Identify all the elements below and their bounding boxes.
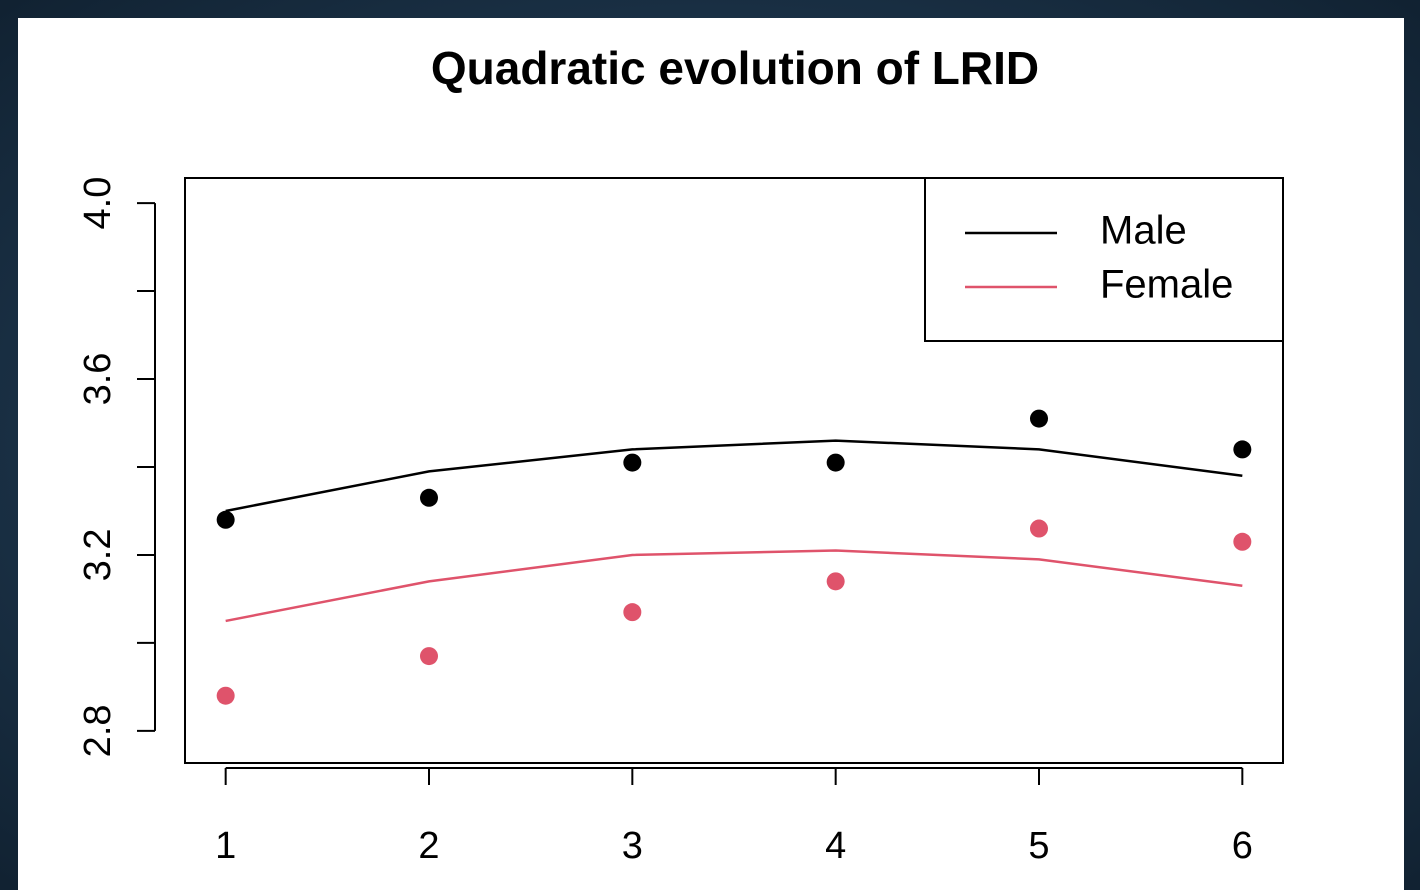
point bbox=[623, 603, 642, 622]
y-tick-label: 4.0 bbox=[77, 177, 119, 230]
legend-box bbox=[924, 177, 1284, 342]
fit-line bbox=[225, 439, 1243, 513]
point bbox=[1030, 519, 1048, 538]
point bbox=[1030, 409, 1048, 428]
fit-line bbox=[225, 549, 1243, 623]
x-tick-label: 1 bbox=[215, 825, 236, 867]
plot-area: 2.8 3.2 3.6 4.0 1 2 3 4 5 6 Male Female bbox=[77, 177, 1284, 867]
legend: Male Female bbox=[924, 177, 1284, 342]
legend-label: Male bbox=[1100, 209, 1187, 253]
y-tick-label: 2.8 bbox=[77, 704, 119, 757]
y-tick-label: 3.6 bbox=[77, 353, 119, 406]
point bbox=[420, 488, 438, 507]
x-tick-label: 3 bbox=[622, 825, 643, 867]
plot-frame bbox=[184, 177, 1284, 764]
x-tick-label: 6 bbox=[1232, 825, 1253, 867]
point bbox=[420, 647, 438, 666]
point bbox=[216, 510, 235, 529]
legend-label: Female bbox=[1100, 263, 1233, 307]
point bbox=[1233, 532, 1252, 551]
y-tick-label: 3.2 bbox=[77, 529, 119, 582]
x-tick-label: 2 bbox=[418, 825, 439, 867]
point bbox=[216, 686, 235, 705]
x-tick-label: 4 bbox=[825, 825, 846, 867]
panel bbox=[18, 18, 1404, 890]
point bbox=[826, 453, 845, 472]
point bbox=[826, 572, 845, 591]
point bbox=[623, 453, 642, 472]
point bbox=[1233, 440, 1252, 459]
x-tick-label: 5 bbox=[1028, 825, 1049, 867]
chart-title: Quadratic evolution of LRID bbox=[431, 42, 1039, 94]
